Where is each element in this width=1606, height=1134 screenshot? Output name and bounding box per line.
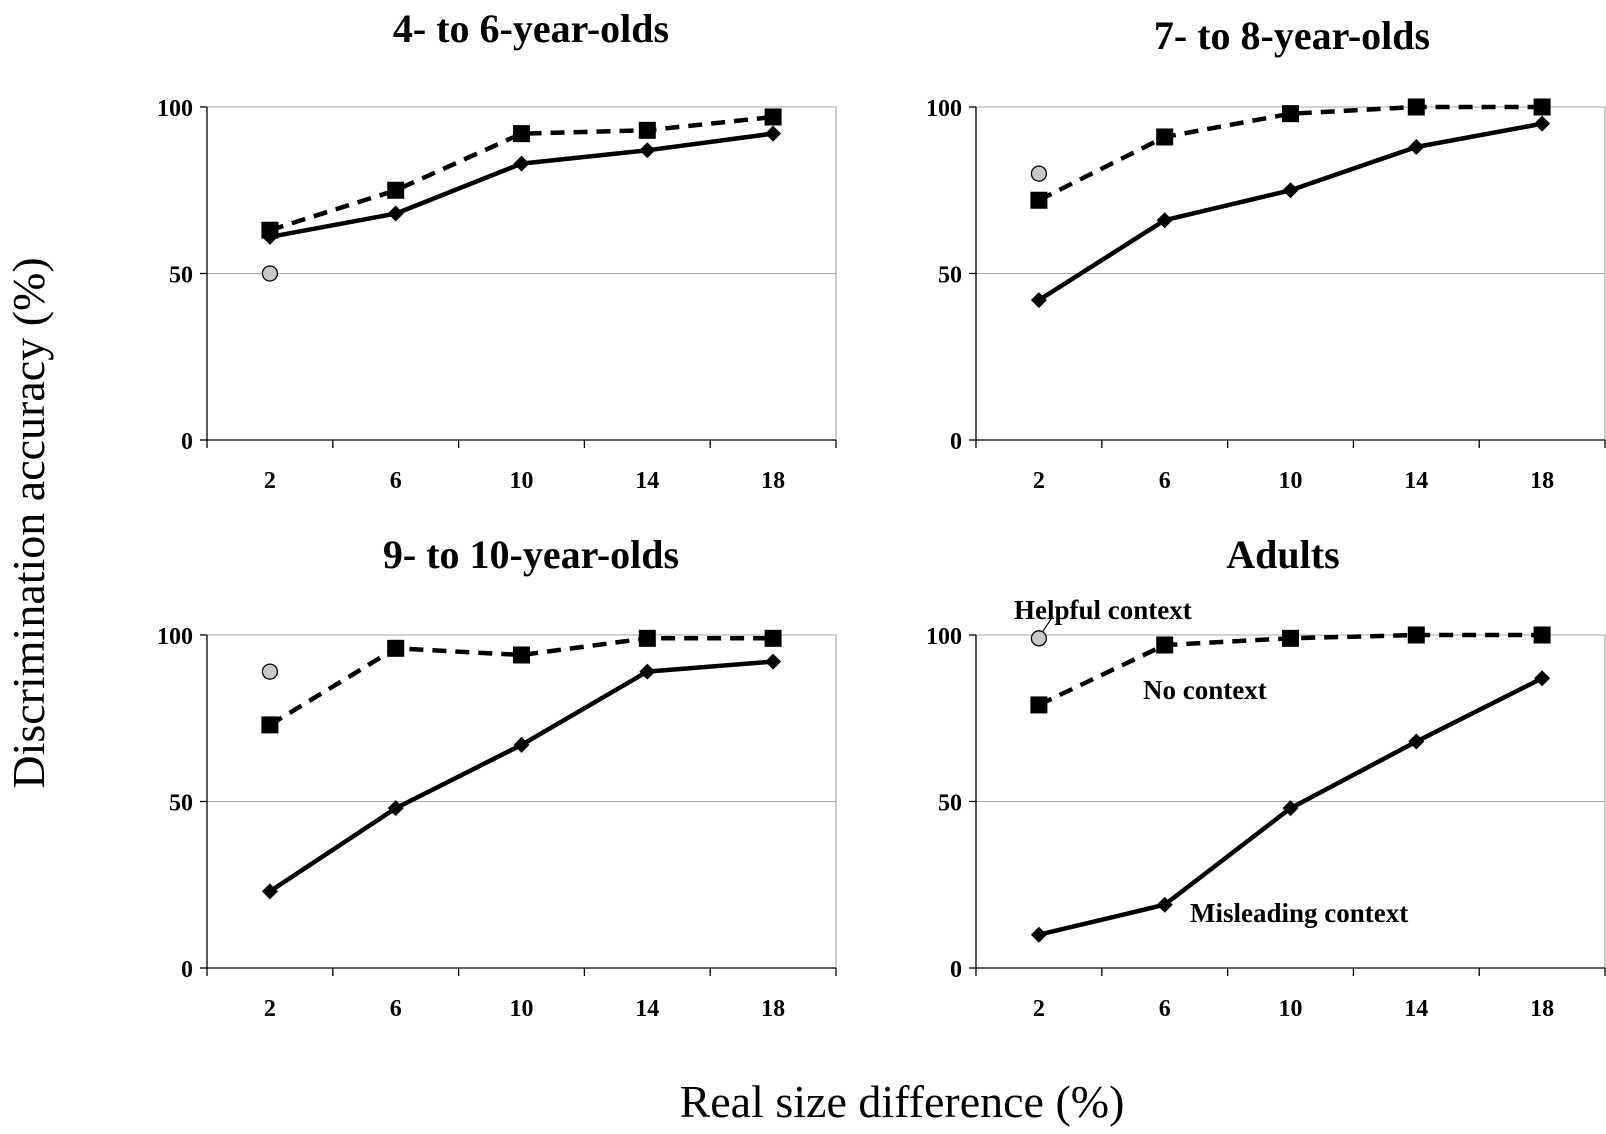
data-point-no-context xyxy=(387,181,405,199)
series-line-misleading-context xyxy=(268,659,774,894)
chart-panel-1: 4- to 6-year-olds 0 50 100 2 6 10 14 18 xyxy=(157,6,837,494)
y-tick-label: 0 xyxy=(950,957,962,983)
y-tick-label: 0 xyxy=(950,429,962,455)
panel-title: 7- to 8-year-olds xyxy=(1154,13,1430,58)
data-point-misleading-context xyxy=(387,205,404,222)
data-point-no-context xyxy=(387,639,405,657)
data-point-misleading-context xyxy=(1534,115,1551,132)
x-tick-label: 10 xyxy=(510,996,534,1022)
y-tick-label: 50 xyxy=(938,263,962,289)
data-point-helpful-context xyxy=(261,265,279,282)
x-tick-label: 2 xyxy=(264,996,276,1022)
data-point-no-context xyxy=(764,629,782,647)
x-tick-label: 10 xyxy=(510,468,534,494)
annotation-helpful-context: Helpful context xyxy=(1014,595,1192,625)
data-point-misleading-context xyxy=(261,228,278,245)
y-tick-label: 50 xyxy=(938,791,962,817)
x-tick-label: 14 xyxy=(1404,468,1428,494)
data-point-no-context xyxy=(1030,696,1048,714)
y-tick-label: 0 xyxy=(181,429,193,455)
data-point-misleading-context xyxy=(1156,896,1173,913)
data-point-no-context xyxy=(764,108,782,126)
panel-title: 9- to 10-year-olds xyxy=(383,532,679,577)
panel-title: 4- to 6-year-olds xyxy=(393,6,669,51)
x-tick-label: 18 xyxy=(761,468,785,494)
data-point-no-context xyxy=(1407,98,1425,116)
chart-panel-3: 9- to 10-year-olds 0 50 100 2 6 10 14 18 xyxy=(157,532,837,1022)
data-point-misleading-context xyxy=(1030,926,1047,943)
data-point-no-context xyxy=(1030,191,1048,209)
x-tick-label: 10 xyxy=(1279,468,1303,494)
data-point-no-context xyxy=(1407,626,1425,644)
data-point-misleading-context xyxy=(765,653,782,670)
data-point-no-context xyxy=(261,716,279,734)
data-point-no-context xyxy=(513,646,530,664)
data-point-helpful-context xyxy=(1030,165,1048,182)
data-point-misleading-context xyxy=(765,125,782,142)
data-point-no-context xyxy=(638,121,656,139)
data-point-misleading-context xyxy=(261,883,278,900)
data-point-misleading-context xyxy=(1534,670,1551,687)
y-tick-label: 100 xyxy=(157,96,193,122)
y-tick-label: 50 xyxy=(169,263,193,289)
series-line-no-context xyxy=(1037,104,1543,203)
series-line-no-context xyxy=(268,636,774,727)
annotation-no-context: No context xyxy=(1143,675,1267,705)
y-tick-label: 0 xyxy=(181,957,193,983)
series-line-misleading-context xyxy=(269,131,774,240)
series-line-no-context xyxy=(269,114,774,233)
annotation-leader-line xyxy=(1042,615,1054,632)
panel-title: Adults xyxy=(1226,532,1339,577)
chart-panel-2: 7- to 8-year-olds 0 50 100 2 6 10 14 18 xyxy=(926,13,1606,494)
x-tick-label: 6 xyxy=(390,468,402,494)
data-point-helpful-context xyxy=(261,663,279,680)
data-point-misleading-context xyxy=(513,736,530,753)
data-point-no-context xyxy=(1156,636,1174,654)
data-point-misleading-context xyxy=(1282,182,1299,199)
data-point-no-context xyxy=(1533,98,1551,116)
data-point-misleading-context xyxy=(639,142,656,159)
data-point-misleading-context xyxy=(639,663,656,680)
y-tick-label: 100 xyxy=(926,624,962,650)
y-tick-label: 100 xyxy=(926,96,962,122)
data-point-misleading-context xyxy=(387,800,404,817)
data-point-helpful-context xyxy=(1030,630,1048,647)
data-point-misleading-context xyxy=(1408,138,1425,155)
data-point-no-context xyxy=(1156,128,1174,146)
x-tick-label: 2 xyxy=(1033,468,1045,494)
y-axis-title: Discrimination accuracy (%) xyxy=(3,257,54,788)
annotations: Helpful context No context Misleading co… xyxy=(1014,595,1408,928)
x-tick-label: 6 xyxy=(390,996,402,1022)
y-tick-label: 50 xyxy=(169,791,193,817)
x-tick-label: 18 xyxy=(1530,468,1554,494)
x-tick-label: 6 xyxy=(1159,996,1171,1022)
data-point-misleading-context xyxy=(1282,800,1299,817)
x-tick-label: 18 xyxy=(761,996,785,1022)
x-tick-label: 14 xyxy=(635,996,659,1022)
data-point-no-context xyxy=(1282,629,1299,647)
data-point-no-context xyxy=(1533,626,1551,644)
data-point-misleading-context xyxy=(513,155,530,172)
x-tick-label: 14 xyxy=(635,468,659,494)
data-point-misleading-context xyxy=(1156,212,1173,229)
data-point-no-context xyxy=(513,125,530,143)
data-point-no-context xyxy=(1282,105,1299,123)
data-point-misleading-context xyxy=(1408,733,1425,750)
data-point-no-context xyxy=(638,629,656,647)
x-tick-label: 14 xyxy=(1404,996,1428,1022)
x-axis-title: Real size difference (%) xyxy=(680,1076,1125,1127)
data-point-misleading-context xyxy=(1030,292,1047,309)
x-tick-label: 10 xyxy=(1279,996,1303,1022)
x-tick-label: 6 xyxy=(1159,468,1171,494)
y-tick-label: 100 xyxy=(157,624,193,650)
x-tick-label: 18 xyxy=(1530,996,1554,1022)
chart-panel-4: Adults 0 50 100 2 6 10 14 18 xyxy=(926,532,1606,1022)
x-tick-label: 2 xyxy=(264,468,276,494)
annotation-misleading-context: Misleading context xyxy=(1190,898,1408,928)
x-tick-label: 2 xyxy=(1033,996,1045,1022)
